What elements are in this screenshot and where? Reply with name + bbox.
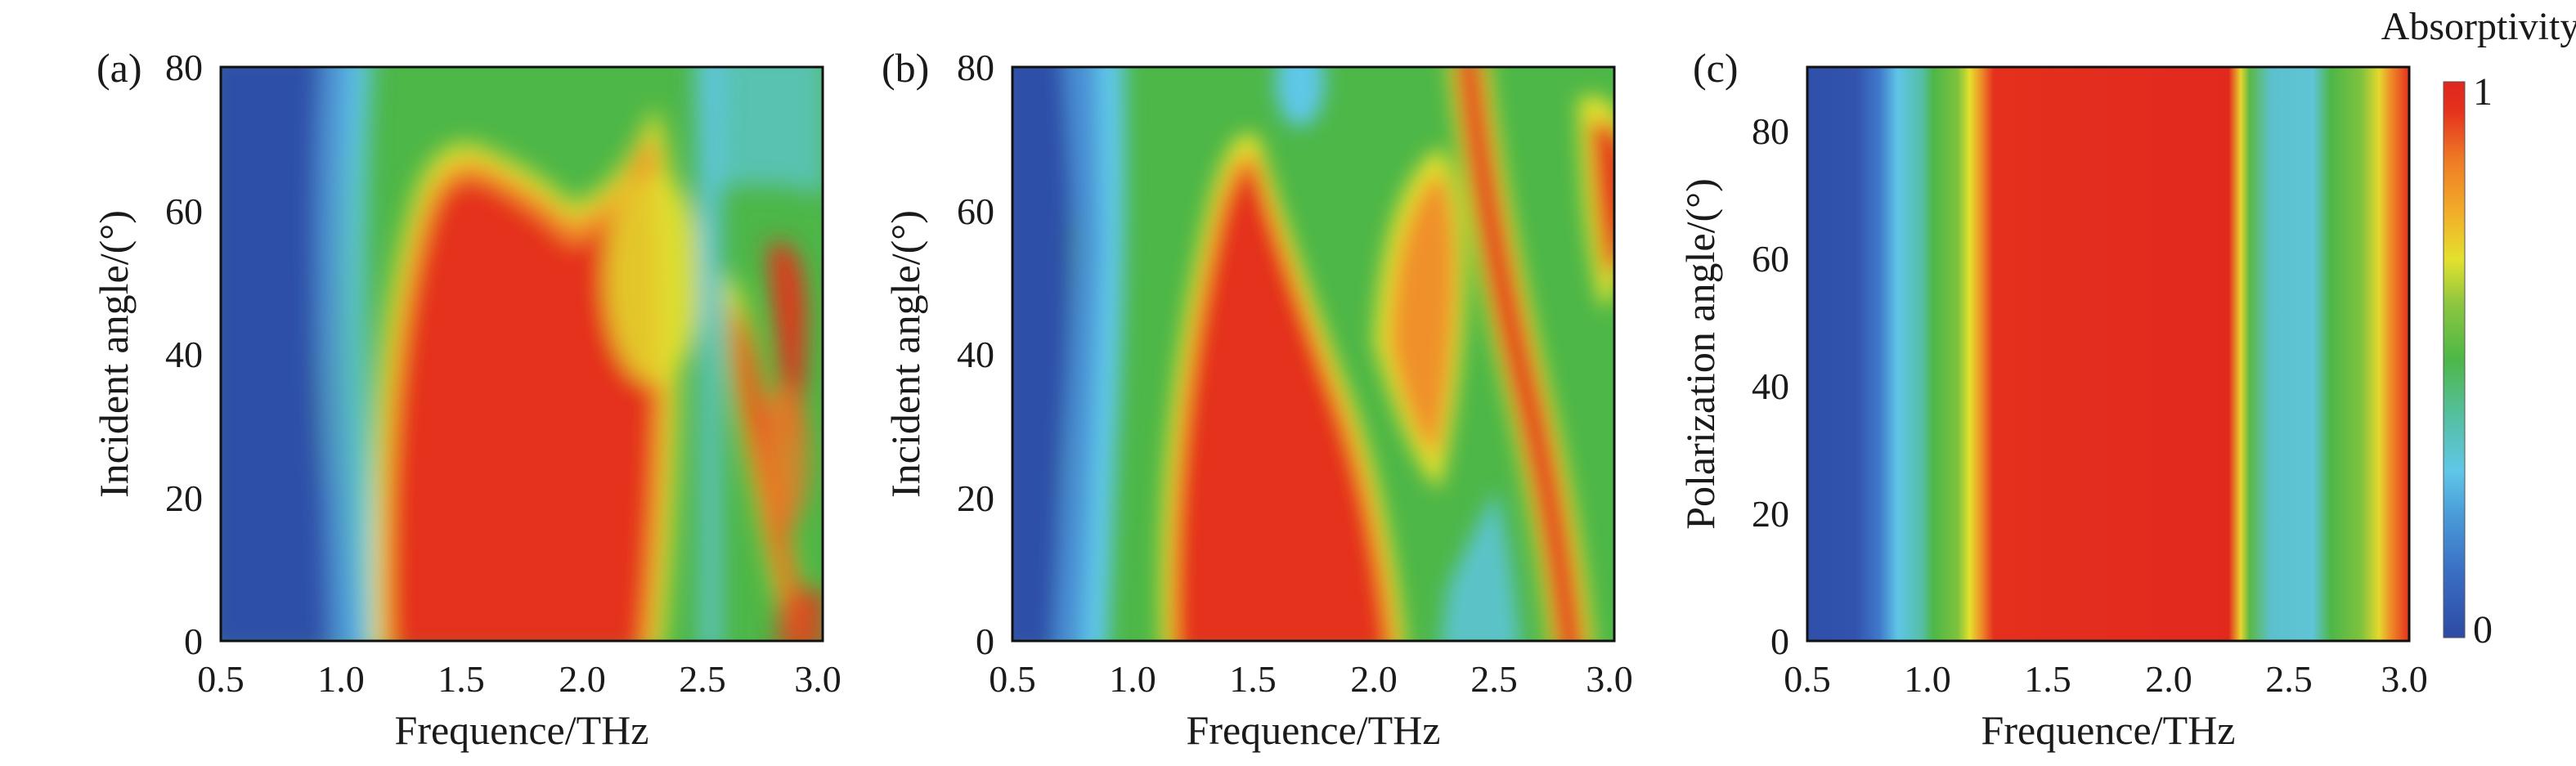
x-tick-label: 0.5: [989, 658, 1036, 700]
y-tick-label: 40: [165, 334, 203, 375]
x-tick-label: 2.5: [679, 658, 726, 700]
y-tick-label: 20: [165, 477, 203, 519]
colorbar-min-label: 0: [2473, 608, 2493, 652]
panel-b: (b) 0 20 40 60 80 0.5 1.0 1.5 2.0 2.5 3.…: [882, 45, 1633, 753]
x-tick-label: 2.5: [2265, 658, 2313, 700]
x-tick-label: 2.5: [1470, 658, 1518, 700]
y-tick-label: 20: [1752, 493, 1789, 535]
y-tick-label: 80: [1752, 110, 1789, 152]
colorbar-title: Absorptivity: [2381, 5, 2576, 48]
y-tick-label: 0: [184, 620, 203, 662]
x-axis-a: 0.5 1.0 1.5 2.0 2.5 3.0: [197, 658, 841, 700]
x-tick-label: 0.5: [197, 658, 245, 700]
plot-frame-c: [1806, 65, 2411, 643]
x-tick-label: 3.0: [794, 658, 841, 700]
y-tick-label: 80: [165, 47, 203, 88]
colorbar-max-label: 1: [2473, 70, 2493, 114]
y-axis-label-a: Incident angle/(°): [91, 210, 137, 498]
x-tick-label: 0.5: [1784, 658, 1831, 700]
panel-a: (a) 0 20 40 60 80 0.5 1.0 1.5 2.0 2.5 3.…: [91, 45, 841, 753]
x-tick-label: 1.0: [1904, 658, 1951, 700]
panel-tag-b: (b): [882, 45, 929, 91]
x-tick-label: 3.0: [2381, 658, 2428, 700]
y-tick-label: 40: [957, 334, 994, 375]
plot-frame-a: [219, 65, 824, 643]
y-axis-label-b: Incident angle/(°): [882, 210, 928, 498]
plot-frame-b: [1011, 65, 1616, 643]
heatmap-b: [1012, 67, 1614, 641]
x-tick-label: 3.0: [1586, 658, 1633, 700]
y-tick-label: 60: [165, 190, 203, 232]
colorbar: Absorptivity 1 0: [2381, 5, 2576, 652]
colorbar-gradient: [2443, 81, 2466, 638]
y-tick-label: 0: [1770, 620, 1789, 662]
y-tick-label: 40: [1752, 365, 1789, 407]
y-axis-label-c: Polarization angle/(°): [1677, 178, 1723, 530]
x-tick-label: 1.0: [317, 658, 365, 700]
x-tick-label: 2.0: [2145, 658, 2192, 700]
heatmap-c: [1807, 67, 2409, 641]
panel-tag-a: (a): [96, 45, 142, 91]
panel-c: (c) 0 20 40 60 80 0.5 1.0 1.5 2.0 2.5 3.…: [1677, 45, 2428, 753]
y-axis-a: 0 20 40 60 80: [165, 47, 203, 662]
x-tick-label: 1.5: [438, 658, 485, 700]
x-axis-b: 0.5 1.0 1.5 2.0 2.5 3.0: [989, 658, 1633, 700]
y-axis-c: 0 20 40 60 80: [1752, 110, 1789, 662]
x-tick-label: 1.5: [2024, 658, 2071, 700]
x-axis-label-a: Frequence/THz: [395, 707, 649, 753]
x-tick-label: 1.5: [1229, 658, 1277, 700]
x-axis-label-c: Frequence/THz: [1981, 707, 2236, 753]
y-axis-b: 0 20 40 60 80: [957, 47, 994, 662]
y-tick-label: 60: [957, 190, 994, 232]
x-tick-label: 2.0: [559, 658, 606, 700]
y-tick-label: 60: [1752, 238, 1789, 280]
y-tick-label: 20: [957, 477, 994, 519]
panel-tag-c: (c): [1693, 45, 1739, 91]
y-tick-label: 80: [957, 47, 994, 88]
y-tick-label: 0: [976, 620, 994, 662]
x-tick-label: 1.0: [1109, 658, 1156, 700]
x-tick-label: 2.0: [1350, 658, 1398, 700]
heatmap-a: [221, 67, 823, 641]
x-axis-label-b: Frequence/THz: [1187, 707, 1441, 753]
x-axis-c: 0.5 1.0 1.5 2.0 2.5 3.0: [1784, 658, 2428, 700]
